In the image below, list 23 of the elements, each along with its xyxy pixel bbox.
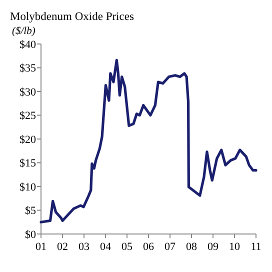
line-series	[40, 58, 258, 224]
x-tick-label: 09	[208, 241, 219, 253]
x-tick-label: 11	[250, 241, 262, 253]
x-tick-label: 03	[78, 241, 90, 253]
x-tick-label: 05	[122, 241, 133, 253]
y-axis-title: ($/lb)	[12, 26, 36, 37]
y-tick-label: $25	[20, 110, 36, 122]
y-tick-label: $35	[20, 62, 36, 75]
y-tick-label: $5	[25, 205, 36, 218]
y-tick-label: $0	[25, 228, 36, 241]
x-tick-label: 08	[186, 241, 198, 253]
y-tick-label: $40	[20, 38, 36, 51]
x-tick-label: 01	[36, 241, 46, 253]
y-tick-label: $20	[20, 134, 36, 146]
x-tick-label: 02	[57, 241, 68, 253]
x-tick-label: 10	[229, 241, 240, 253]
y-tick-label: $10	[20, 181, 36, 194]
x-tick-label: 06	[143, 241, 154, 253]
x-tick-label: 04	[100, 241, 112, 253]
y-tick-label: $15	[20, 158, 36, 170]
chart-title: Molybdenum Oxide Prices	[10, 11, 134, 23]
x-tick-label: 07	[164, 241, 176, 253]
y-tick-label: $30	[20, 86, 36, 98]
